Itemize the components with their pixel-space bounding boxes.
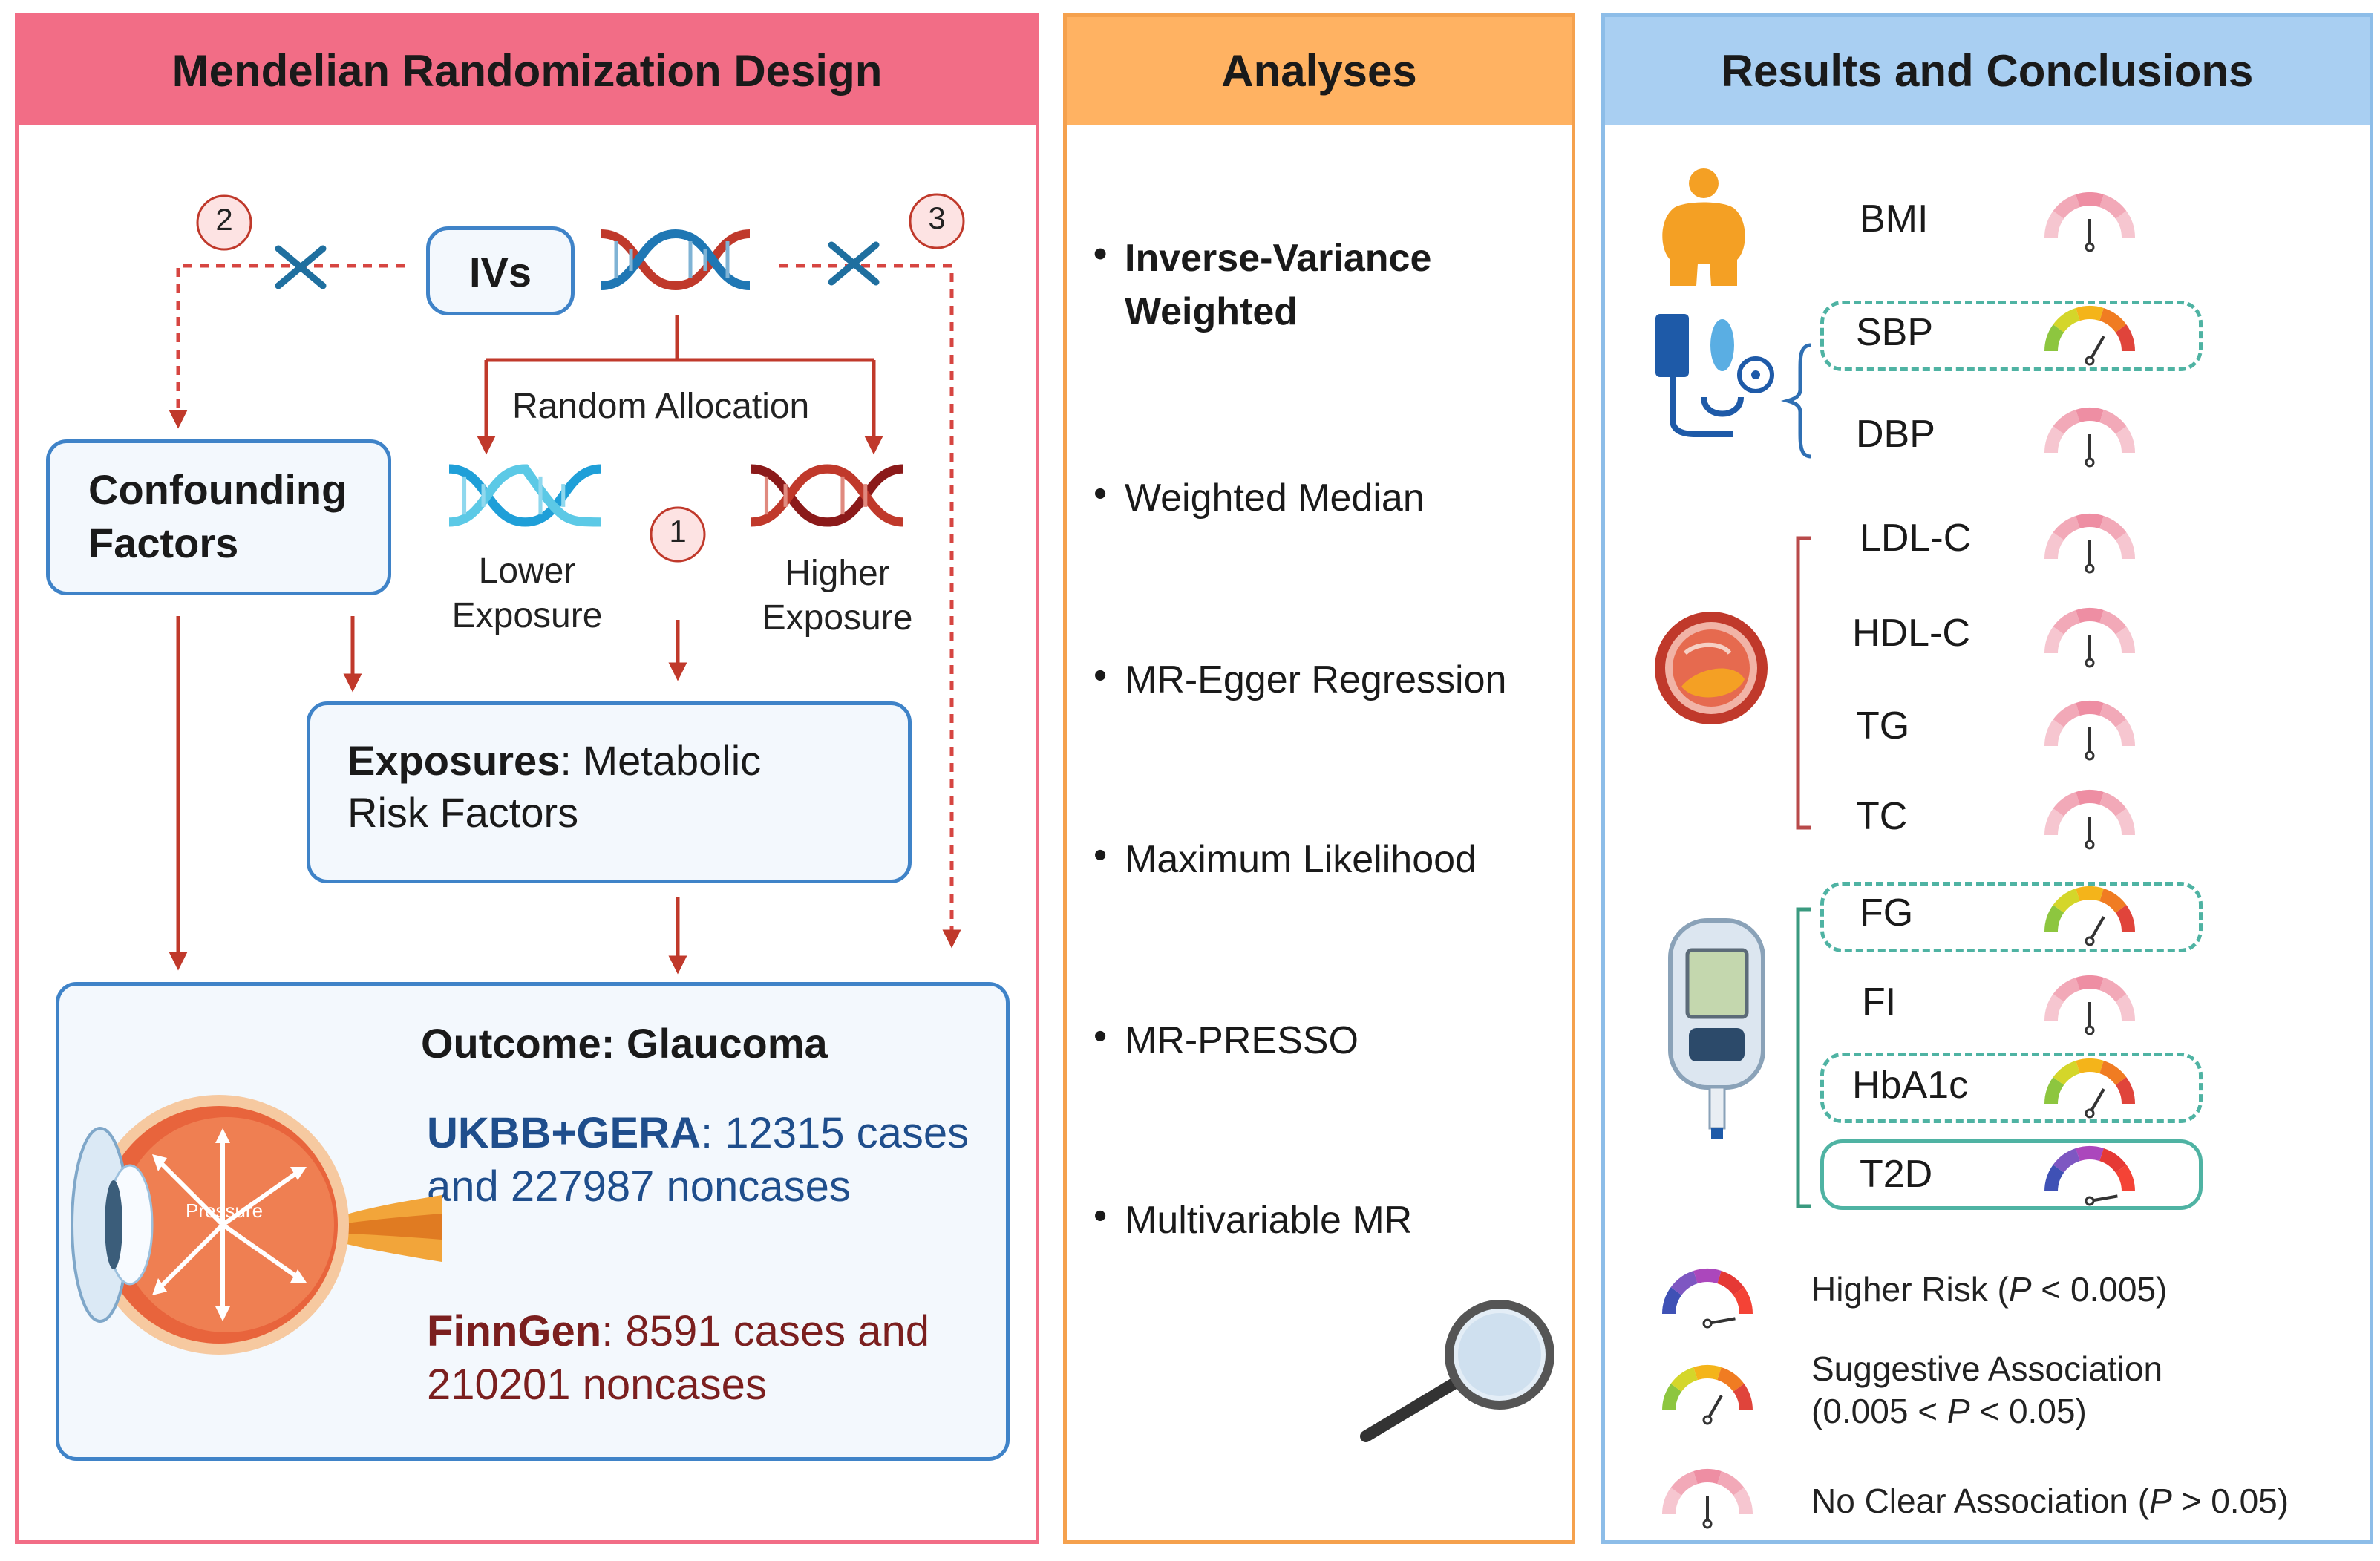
gauge-tc (2044, 790, 2135, 850)
gauge-tg (2044, 701, 2135, 761)
analysis-item-ivw: Inverse-Variance Weighted (1093, 227, 1431, 338)
result-label-dbp: DBP (1856, 413, 1935, 456)
result-label-tg: TG (1856, 704, 1910, 747)
exposures-bold: Exposures (347, 737, 560, 784)
ivs-box: IVs (426, 226, 575, 315)
lower-exposure-line2: Exposure (451, 596, 603, 635)
eye-icon: Pressure (71, 1095, 442, 1355)
finngen-line2: 210201 noncases (427, 1361, 767, 1409)
legend-higher-gauge (1662, 1269, 1753, 1329)
t2d-highlight (1820, 1139, 2203, 1210)
results-panel-header: Results and Conclusions (1605, 17, 2370, 125)
confounding-box: Confounding Factors (46, 439, 391, 595)
confounding-line2: Factors (88, 520, 239, 566)
result-label-tc: TC (1856, 795, 1908, 838)
result-label-sbp: SBP (1856, 311, 1934, 354)
analyses-panel-header: Analyses (1067, 17, 1572, 125)
assumption-2-circle (196, 194, 252, 251)
analyses-panel: Analyses (1063, 13, 1575, 1544)
random-allocation-label: Random Allocation (512, 387, 810, 426)
gauge-hdl-c (2044, 608, 2135, 668)
hba1c-highlight (1820, 1053, 2203, 1123)
legend-higher-text: Higher Risk (P < 0.005) (1811, 1270, 2168, 1309)
design-panel-title: Mendelian Randomization Design (171, 46, 883, 96)
ivs-label: IVs (468, 249, 532, 295)
dna-lower-icon (448, 464, 602, 527)
exposures-line2: Risk Factors (347, 789, 579, 836)
ukbb-bold: UKBB+GERA (427, 1109, 701, 1157)
result-label-hdl-c: HDL-C (1852, 612, 1970, 655)
result-label-bmi: BMI (1860, 197, 1929, 240)
ukbb-line1: UKBB+GERA: 12315 cases (427, 1108, 969, 1158)
dna-higher-icon (751, 464, 904, 527)
glucose-meter-icon (1668, 918, 1765, 1139)
legend-suggestive-text1: Suggestive Association (1811, 1349, 2163, 1388)
design-panel: Mendelian Randomization Design (15, 13, 1039, 1544)
finngen-line1: FinnGen: 8591 cases and (427, 1306, 929, 1356)
analyses-panel-title: Analyses (1221, 46, 1417, 96)
fg-highlight (1820, 882, 2203, 952)
design-connectors (169, 193, 965, 975)
result-label-hba1c: HbA1c (1852, 1064, 1969, 1107)
legend-suggestive-gauge (1662, 1365, 1753, 1425)
assumption-3-circle (909, 193, 965, 249)
legend-none-text: No Clear Association (P > 0.05) (1811, 1482, 2289, 1520)
gauge-dbp (2044, 408, 2135, 468)
result-label-fi: FI (1862, 981, 1897, 1024)
confounding-line1: Confounding (88, 466, 347, 513)
results-panel: Results and Conclusions (1601, 13, 2373, 1544)
outcome-title: Outcome: Glaucoma (421, 1020, 828, 1067)
analysis-item-mr-egger: MR-Egger Regression (1093, 649, 1506, 707)
pressure-label: Pressure (186, 1200, 263, 1222)
finngen-bold: FinnGen (427, 1307, 602, 1355)
assumption-3-label: 3 (928, 200, 946, 235)
dna-icon (601, 229, 751, 291)
higher-exposure-line2: Exposure (762, 598, 913, 638)
result-label-fg: FG (1860, 891, 1914, 935)
results-panel-title: Results and Conclusions (1721, 46, 2254, 96)
gauge-ldl-c (2044, 514, 2135, 574)
analysis-item-mr-presso: MR-PRESSO (1093, 1009, 1359, 1067)
assumption-1-label: 1 (669, 514, 687, 549)
exposures-line1: Exposures: Metabolic (347, 736, 761, 785)
magnifier-icon (1360, 1300, 1554, 1442)
analysis-item-maximum-likelihood: Maximum Likelihood (1093, 828, 1477, 886)
analysis-item-weighted-median: Weighted Median (1093, 467, 1425, 525)
result-label-ldl-c: LDL-C (1860, 517, 1972, 560)
blood-pressure-icon (1655, 314, 1774, 437)
body-icon (1662, 168, 1745, 286)
gauge-sbp (2044, 306, 2135, 366)
ukbb-line2: and 227987 noncases (427, 1162, 851, 1211)
legend-suggestive-text2: (0.005 < P < 0.05) (1811, 1392, 2087, 1430)
finngen-rest: : 8591 cases and (601, 1307, 929, 1355)
artery-icon (1655, 612, 1768, 724)
gauge-bmi (2044, 192, 2135, 252)
analysis-item-multivariable-mr: Multivariable MR (1093, 1189, 1412, 1247)
exposures-rest: : Metabolic (560, 737, 762, 784)
lower-exposure-line1: Lower (478, 552, 576, 591)
ukbb-rest: : 12315 cases (701, 1109, 970, 1157)
analyses-list: Inverse-Variance Weighted Weighted Media… (1073, 0, 1570, 1559)
gauge-t2d (2044, 1146, 2135, 1206)
results-brackets (1780, 343, 1812, 1208)
exposures-box: Exposures: Metabolic Risk Factors (307, 701, 912, 883)
gauge-fg (2044, 886, 2135, 946)
design-panel-header: Mendelian Randomization Design (19, 17, 1036, 125)
result-label-t2d: T2D (1860, 1153, 1933, 1196)
assumption-1-circle (650, 506, 706, 563)
gauge-fi (2044, 975, 2135, 1035)
gauge-hba1c (2044, 1058, 2135, 1119)
assumption-2-label: 2 (215, 202, 233, 237)
higher-exposure-line1: Higher (785, 554, 890, 593)
sbp-highlight (1820, 301, 2203, 371)
legend-none-gauge (1662, 1469, 1753, 1529)
